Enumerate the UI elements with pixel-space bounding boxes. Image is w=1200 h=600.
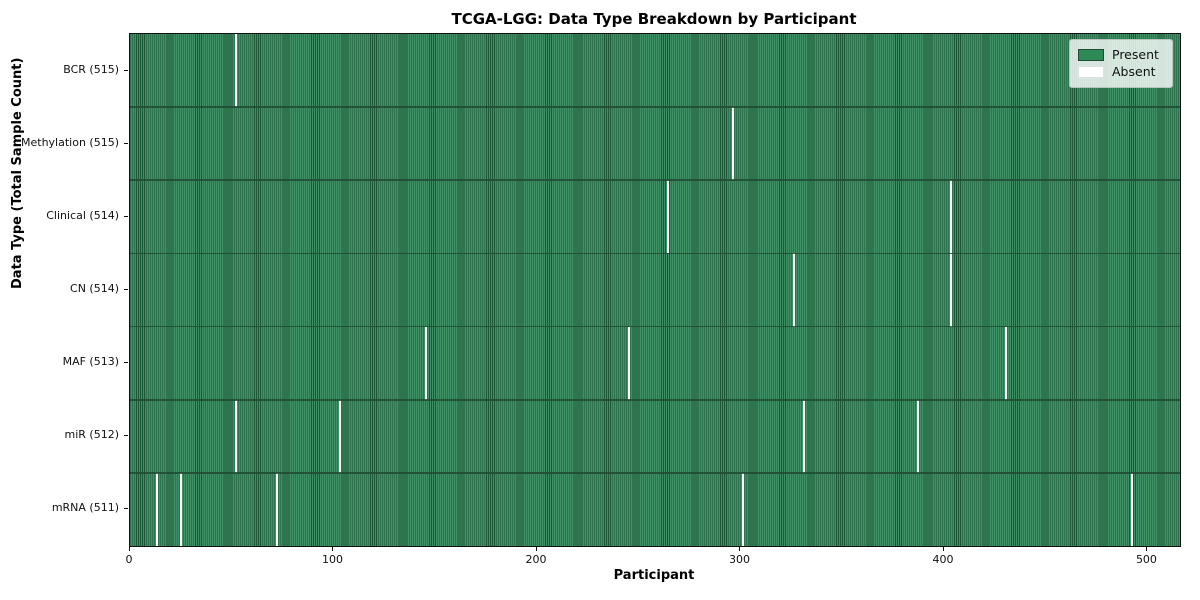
data-row-maf <box>130 326 1180 400</box>
x-tick-label: 0 <box>125 553 133 566</box>
y-tick-label: CN (514) <box>70 282 119 295</box>
y-tick-mark <box>124 215 128 217</box>
present-swatch <box>1078 48 1104 61</box>
row-separator <box>130 106 1180 108</box>
row-separator <box>130 398 1180 401</box>
data-row-methylation <box>130 107 1180 181</box>
absent-gap <box>180 472 183 546</box>
data-row-mrna <box>130 472 1180 546</box>
row-separator <box>130 179 1180 182</box>
x-tick-mark <box>942 547 944 551</box>
row-separator <box>130 252 1180 255</box>
legend: Present Absent <box>1069 39 1173 88</box>
legend-present-label: Present <box>1112 47 1159 62</box>
absent-gap <box>949 253 952 327</box>
absent-gap <box>155 472 158 546</box>
y-tick-label: MAF (513) <box>62 355 119 369</box>
absent-swatch <box>1078 65 1104 78</box>
absent-gap <box>1004 326 1007 400</box>
absent-gap <box>731 107 734 181</box>
absent-gap <box>424 326 427 400</box>
x-tick-mark <box>332 547 334 551</box>
absent-gap <box>276 472 279 546</box>
data-row-bcr <box>130 34 1180 108</box>
absent-gap <box>742 472 745 546</box>
x-tick-mark <box>739 547 741 551</box>
plot-area: Present Absent <box>129 33 1181 547</box>
y-tick-mark <box>124 69 128 71</box>
y-tick-mark <box>124 289 128 290</box>
x-tick-mark <box>129 547 130 551</box>
y-tick-mark <box>124 435 128 437</box>
x-tick-label: 500 <box>1135 553 1157 566</box>
x-axis-label: Participant <box>613 568 695 583</box>
absent-gap <box>235 34 238 108</box>
absent-gap <box>792 253 795 327</box>
data-row-clinical <box>130 180 1180 254</box>
x-tick-label: 400 <box>932 553 954 566</box>
y-tick-mark <box>124 142 128 144</box>
x-tick-mark <box>1146 547 1148 551</box>
y-tick-label: Methylation (515) <box>21 135 119 149</box>
chart-title: TCGA-LGG: Data Type Breakdown by Partici… <box>451 10 857 28</box>
absent-gap <box>235 399 238 473</box>
legend-entry-absent: Absent <box>1078 64 1164 79</box>
y-tick-label: miR (512) <box>64 428 120 442</box>
y-tick-label: BCR (515) <box>63 62 119 76</box>
data-row-cn <box>130 253 1180 327</box>
x-tick-label: 100 <box>321 553 343 566</box>
x-tick-label: 200 <box>525 553 547 566</box>
absent-gap <box>628 326 631 400</box>
absent-gap <box>803 399 806 473</box>
absent-gap <box>917 399 920 473</box>
y-tick-label: Clinical (514) <box>46 208 119 222</box>
legend-absent-label: Absent <box>1112 64 1156 79</box>
y-tick-label: mRNA (511) <box>51 501 119 515</box>
absent-gap <box>666 180 669 254</box>
data-row-mir <box>130 399 1180 473</box>
y-tick-mark <box>124 508 128 510</box>
x-tick-mark <box>535 547 537 551</box>
y-tick-mark <box>124 362 128 364</box>
row-separator <box>130 325 1180 328</box>
absent-gap <box>949 180 952 254</box>
absent-gap <box>1130 472 1133 546</box>
row-separator <box>130 472 1180 474</box>
x-tick-label: 300 <box>728 553 750 566</box>
absent-gap <box>339 399 342 473</box>
legend-entry-present: Present <box>1078 47 1164 62</box>
